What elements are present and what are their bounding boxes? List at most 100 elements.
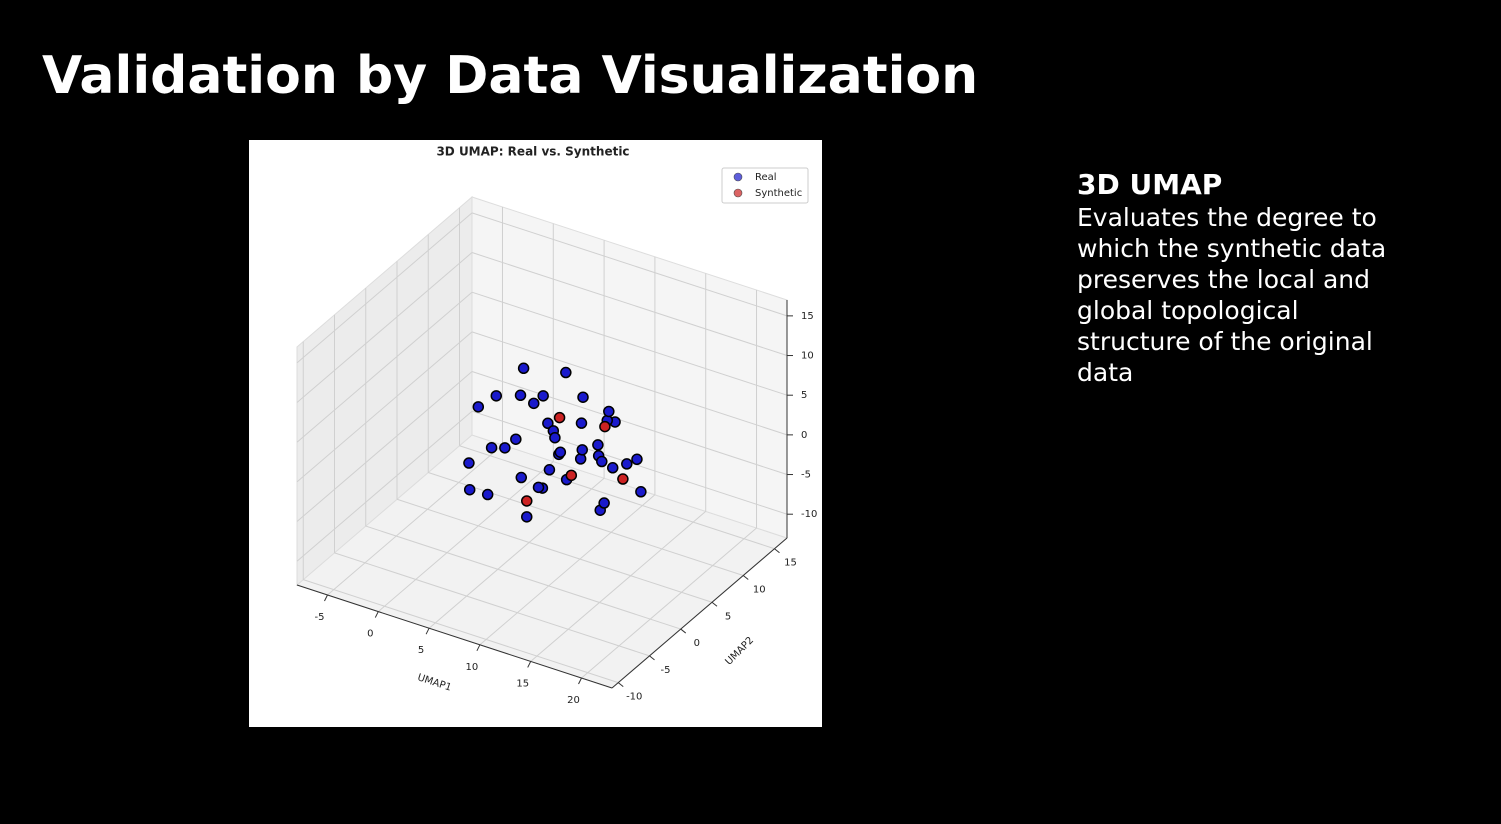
x-tick-label: 10 (466, 662, 479, 673)
grid-line (396, 498, 713, 603)
text-panel: 3D UMAP Evaluates the degree to which th… (1077, 168, 1417, 388)
data-point (553, 411, 566, 424)
grid-line (303, 579, 619, 684)
data-point (599, 420, 611, 433)
legend-box (721, 167, 809, 204)
data-point (549, 431, 561, 444)
grid-line (296, 252, 473, 403)
y-tick-label: -10 (626, 692, 642, 703)
tick-mark (374, 611, 379, 618)
grid-line (334, 552, 650, 657)
y-tick-label: 0 (694, 638, 700, 649)
panel-heading: 3D UMAP (1077, 168, 1223, 201)
grid-line (327, 444, 503, 596)
data-point (635, 486, 647, 498)
tick-mark (742, 575, 749, 580)
data-point (606, 462, 619, 474)
data-point (565, 469, 578, 482)
data-point (542, 417, 554, 430)
grid-line (296, 371, 473, 522)
data-point (575, 417, 588, 429)
data-point (481, 488, 494, 501)
grid-line (365, 525, 681, 630)
z-tick-label: -5 (801, 470, 811, 481)
data-point (463, 483, 476, 496)
y-tick-label: 5 (725, 611, 731, 622)
grid-line (296, 410, 473, 562)
data-point (537, 390, 549, 402)
y-tick-label: 10 (753, 585, 766, 596)
data-point (499, 442, 511, 454)
data-point (576, 444, 588, 456)
data-point (592, 439, 604, 451)
tick-mark (476, 644, 481, 652)
tick-mark (774, 548, 780, 554)
legend-marker (733, 188, 743, 198)
data-point (521, 495, 533, 507)
legend-label: Synthetic (755, 188, 802, 199)
data-point (560, 366, 572, 379)
data-point (598, 497, 610, 509)
tick-mark (680, 628, 687, 634)
data-point (521, 511, 533, 523)
x-axis-line (296, 584, 613, 689)
data-point (472, 401, 485, 413)
grid-line (428, 477, 605, 629)
panel-body: Evaluates the degree to which the synthe… (1077, 203, 1387, 387)
legend-marker (733, 172, 743, 182)
y-tick-label: -5 (661, 665, 671, 676)
tick-mark (527, 661, 532, 668)
legend-label: Real (755, 172, 777, 183)
tick-mark (425, 627, 430, 635)
data-point (621, 458, 633, 470)
x-tick-label: 0 (367, 629, 373, 640)
tick-mark (649, 655, 655, 661)
data-point (528, 397, 540, 410)
slide-title: Validation by Data Visualization (42, 46, 979, 106)
grid-line (471, 331, 788, 436)
z-tick-label: -10 (801, 509, 817, 520)
grid-line (296, 212, 473, 364)
data-point (617, 473, 629, 485)
grid-line (428, 472, 744, 576)
data-point (517, 362, 530, 375)
data-point (463, 457, 475, 469)
grid-line (530, 511, 707, 662)
x-tick-label: 20 (567, 695, 580, 706)
y-tick-label: 15 (784, 558, 797, 569)
data-point (554, 446, 567, 458)
data-point (631, 453, 643, 466)
data-point (543, 464, 556, 476)
chart-title: 3D UMAP: Real vs. Synthetic (436, 145, 629, 159)
z-tick-label: 15 (801, 311, 814, 322)
data-point (490, 390, 503, 402)
data-point (514, 389, 527, 402)
z-tick-label: 10 (801, 351, 814, 362)
tick-mark (578, 677, 582, 685)
grid-line (471, 291, 788, 396)
x-tick-label: 15 (516, 678, 529, 689)
data-point (603, 405, 615, 418)
grid-line (581, 527, 757, 679)
z-tick-label: 5 (801, 390, 807, 401)
data-point (532, 481, 545, 494)
grid-line (479, 494, 656, 646)
data-point (596, 455, 608, 468)
grid-line (377, 461, 554, 612)
tick-mark (324, 594, 328, 602)
data-point (510, 433, 522, 445)
data-point (515, 471, 528, 484)
grid-line (296, 291, 473, 443)
grid-line (459, 445, 775, 550)
grid-line (471, 212, 788, 317)
tick-mark (617, 682, 624, 688)
x-tick-label: 5 (418, 645, 424, 656)
x-tick-label: -5 (314, 612, 324, 623)
grid-line (471, 371, 788, 476)
grid-line (471, 252, 788, 357)
data-point (485, 441, 498, 454)
data-point (577, 391, 589, 403)
tick-mark (711, 601, 718, 607)
